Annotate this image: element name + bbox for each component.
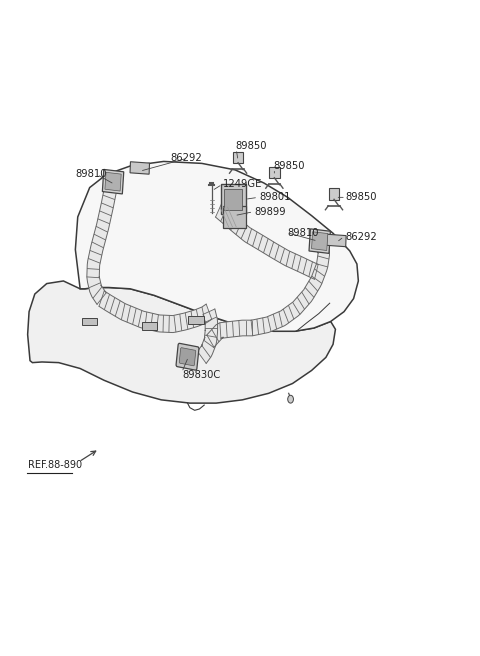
- FancyBboxPatch shape: [130, 162, 150, 174]
- FancyBboxPatch shape: [179, 348, 196, 366]
- FancyBboxPatch shape: [224, 189, 242, 210]
- Text: 89850: 89850: [235, 142, 267, 152]
- FancyBboxPatch shape: [221, 184, 246, 215]
- Text: 89810: 89810: [288, 228, 319, 237]
- Polygon shape: [216, 204, 318, 279]
- Text: 86292: 86292: [345, 232, 377, 241]
- Text: 86292: 86292: [171, 153, 203, 163]
- Text: 89801: 89801: [259, 192, 290, 202]
- Bar: [189, 316, 204, 324]
- Polygon shape: [28, 281, 336, 403]
- Bar: [82, 318, 97, 325]
- FancyBboxPatch shape: [309, 229, 330, 253]
- Polygon shape: [207, 320, 252, 347]
- Text: 89899: 89899: [254, 207, 286, 216]
- FancyBboxPatch shape: [105, 173, 121, 191]
- FancyBboxPatch shape: [329, 188, 339, 200]
- Polygon shape: [197, 309, 217, 363]
- FancyBboxPatch shape: [176, 343, 199, 370]
- Polygon shape: [75, 161, 359, 331]
- FancyBboxPatch shape: [312, 232, 328, 251]
- Text: 89850: 89850: [274, 161, 305, 171]
- FancyBboxPatch shape: [269, 167, 280, 178]
- FancyBboxPatch shape: [223, 206, 246, 228]
- Text: 89850: 89850: [345, 192, 376, 202]
- Polygon shape: [87, 180, 117, 304]
- FancyBboxPatch shape: [102, 169, 124, 194]
- Bar: [142, 322, 157, 330]
- Polygon shape: [99, 291, 212, 333]
- FancyBboxPatch shape: [327, 234, 346, 247]
- Text: 1249GE: 1249GE: [223, 179, 263, 190]
- Polygon shape: [251, 240, 329, 336]
- FancyBboxPatch shape: [233, 152, 243, 163]
- Text: 89830C: 89830C: [183, 370, 221, 380]
- Text: 89810: 89810: [75, 169, 107, 180]
- Circle shape: [288, 396, 293, 403]
- Text: REF.88-890: REF.88-890: [28, 460, 82, 470]
